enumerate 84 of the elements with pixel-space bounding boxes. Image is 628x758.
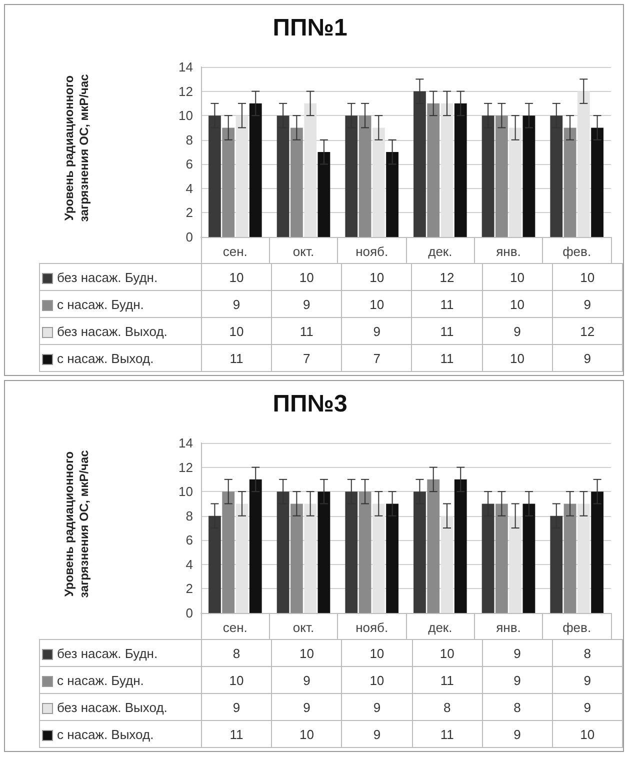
data-label: 10	[342, 666, 412, 694]
y-tick-label: 0	[186, 606, 193, 620]
data-label: 10	[342, 264, 412, 290]
data-label: 11	[201, 720, 272, 748]
chart-title: ПП№1	[272, 14, 348, 42]
data-label: 11	[412, 666, 482, 694]
data-label: 10	[552, 720, 622, 748]
data-label: 9	[272, 290, 342, 318]
y-tick-label: 4	[186, 556, 193, 572]
data-label: 10	[412, 640, 482, 666]
data-label: 8	[482, 694, 552, 720]
legend-label: с насаж. Будн.	[40, 666, 202, 694]
y-tick-label: 14	[178, 436, 193, 450]
data-label: 9	[342, 694, 412, 720]
data-label: 8	[412, 694, 482, 720]
x-tick-label: нояб.	[356, 620, 388, 635]
data-label: 11	[272, 318, 342, 344]
x-tick-label: дек.	[428, 244, 452, 259]
data-label: 10	[272, 720, 342, 748]
x-tick-label: фев.	[562, 244, 592, 259]
data-label: 12	[552, 318, 622, 344]
legend-label: с насаж. Будн.	[40, 290, 202, 318]
data-label: 10	[552, 264, 622, 290]
x-tick-label: окт.	[292, 244, 314, 259]
y-tick-label: 14	[178, 60, 193, 74]
legend-label: без насаж. Выход.	[40, 694, 202, 720]
y-tick-label: 6	[186, 532, 193, 548]
y-tick-label: 10	[178, 108, 193, 124]
data-label: 9	[201, 290, 272, 318]
data-label: 10	[482, 290, 552, 318]
data-label: 10	[482, 264, 552, 290]
y-tick-label: 2	[186, 205, 193, 220]
x-tick-label: дек.	[428, 620, 452, 635]
data-label: 9	[272, 694, 342, 720]
data-label: 11	[412, 720, 482, 748]
data-label: 9	[482, 720, 552, 748]
legend-label: без насаж. Будн.	[40, 640, 202, 666]
data-label: 8	[552, 640, 622, 666]
y-tick-label: 6	[186, 156, 193, 172]
x-tick-label: янв.	[496, 620, 521, 635]
y-tick-label: 4	[186, 180, 193, 196]
data-label: 9	[482, 318, 552, 344]
data-label: 11	[412, 290, 482, 318]
data-label: 11	[201, 344, 272, 372]
data-label: 11	[412, 344, 482, 372]
y-tick-label: 12	[178, 460, 193, 475]
y-tick-label: 0	[186, 230, 193, 244]
data-label: 9	[201, 694, 272, 720]
x-tick-label: янв.	[496, 244, 521, 259]
y-tick-label: 10	[178, 484, 193, 500]
data-label: 7	[272, 344, 342, 372]
y-axis-title: Уровень радиационного загрязнения ОС, мкР/час	[62, 449, 92, 600]
y-tick-label: 12	[178, 84, 193, 99]
data-label: 9	[482, 640, 552, 666]
x-tick-label: сен.	[222, 620, 248, 635]
data-label: 10	[272, 264, 342, 290]
data-label: 7	[342, 344, 412, 372]
y-axis-title: Уровень радиационного загрязнения ОС, мкР/час	[62, 73, 92, 224]
x-tick-label: фев.	[562, 620, 592, 635]
data-label: 10	[342, 640, 412, 666]
x-tick-label: нояб.	[356, 244, 388, 259]
data-label: 9	[482, 666, 552, 694]
data-label: 9	[342, 720, 412, 748]
data-label: 9	[552, 344, 622, 372]
data-label: 9	[342, 318, 412, 344]
y-tick-label: 2	[186, 581, 193, 596]
data-label: 9	[272, 666, 342, 694]
y-tick-label: 8	[186, 132, 193, 148]
data-label: 11	[412, 318, 482, 344]
y-tick-label: 8	[186, 508, 193, 524]
data-label: 9	[552, 666, 622, 694]
legend-label: без насаж. Будн.	[40, 264, 202, 290]
data-label: 10	[342, 290, 412, 318]
data-label: 12	[412, 264, 482, 290]
legend-label: без насаж. Выход.	[40, 318, 202, 344]
legend-label: с насаж. Выход.	[40, 720, 202, 748]
data-label: 10	[482, 344, 552, 372]
data-label: 9	[552, 694, 622, 720]
x-tick-label: окт.	[292, 620, 314, 635]
data-label: 10	[272, 640, 342, 666]
data-label: 9	[552, 290, 622, 318]
chart-title: ПП№3	[272, 390, 348, 418]
legend-label: с насаж. Выход.	[40, 344, 202, 372]
x-tick-label: сен.	[222, 244, 248, 259]
